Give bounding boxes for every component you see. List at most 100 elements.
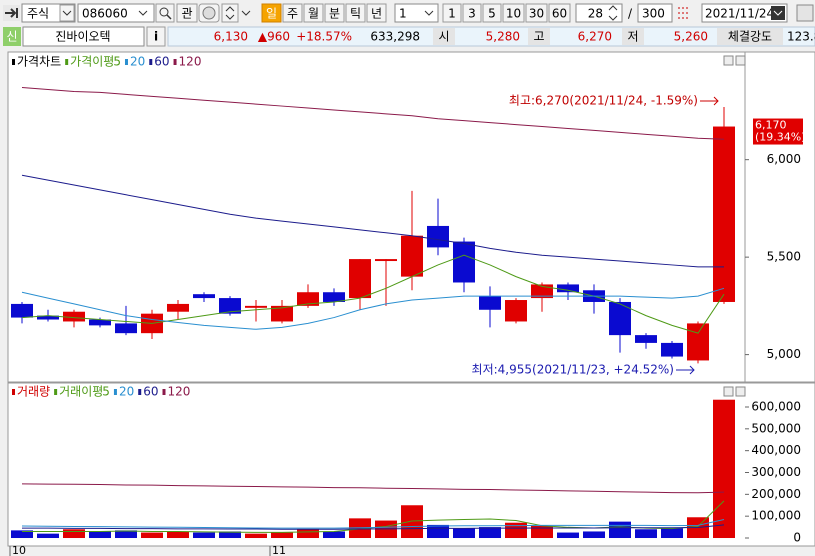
quick-button[interactable] <box>462 3 482 23</box>
period-button[interactable] <box>324 3 345 23</box>
period-button[interactable] <box>366 3 387 23</box>
period-button[interactable] <box>261 3 282 23</box>
period-button[interactable] <box>345 3 366 23</box>
more-arrow <box>241 10 251 16</box>
search-button[interactable] <box>155 3 175 23</box>
quick-button[interactable] <box>502 3 525 23</box>
legend-title: 가격차트 <box>17 55 61 69</box>
volume-bar <box>505 522 527 539</box>
y-tick-label: 100,000 <box>751 509 801 523</box>
candle-body <box>63 311 85 322</box>
legend-marker <box>124 59 128 65</box>
price: 6,130 <box>214 30 248 44</box>
panel-close[interactable] <box>735 386 746 397</box>
y-tick-label: 400,000 <box>751 443 801 457</box>
period-button[interactable] <box>303 3 324 23</box>
quick-label: 30 <box>529 7 544 21</box>
candle-body <box>609 301 631 336</box>
strength: 123.8 <box>787 30 815 44</box>
panel-close[interactable] <box>735 55 746 66</box>
volume-bar <box>89 531 111 539</box>
open-label: 시 <box>438 30 449 44</box>
dropdown-arrow <box>62 10 72 16</box>
plot: 5,000 5,500 6,000 6,170(19.34%) 최고:6,270(202… <box>9 55 806 556</box>
watch-button[interactable] <box>176 3 198 23</box>
legend-entry: 120 <box>168 385 191 399</box>
low-note: 최저:4,955(2021/11/23, +24.52%) <box>472 363 674 377</box>
candle-body <box>713 126 735 302</box>
rate: +18.57% <box>296 30 352 44</box>
info-row: 신 진바이오텍 i 6,130 ▲960 +18.57% 633,298 시 5… <box>3 26 815 47</box>
legend-ma-label: 가격이평 <box>70 55 114 69</box>
candle-body <box>661 342 683 357</box>
panel-button[interactable] <box>723 55 734 66</box>
candle-body <box>115 323 137 334</box>
info-i: i <box>154 30 158 44</box>
spinner[interactable] <box>608 5 618 21</box>
date-input[interactable] <box>701 3 788 23</box>
name-box <box>22 26 145 47</box>
quick-label: 3 <box>468 7 476 21</box>
tool-icon[interactable] <box>796 4 814 22</box>
candle-body <box>271 305 293 322</box>
volume-bar <box>37 533 59 539</box>
candle-body <box>531 284 553 299</box>
high-note: 최고:6,270(2021/11/24, -1.59%) <box>509 94 698 108</box>
candle-body <box>453 241 475 283</box>
quick-label: 10 <box>506 7 521 21</box>
quick-button[interactable] <box>548 3 571 23</box>
quote-strip <box>167 26 815 47</box>
legend-entry: 60 <box>154 55 169 69</box>
moving-average <box>21 287 725 330</box>
candle-body <box>635 335 657 343</box>
legend-entry: 60 <box>143 385 158 399</box>
low: 5,260 <box>674 30 708 44</box>
volume-bar <box>661 528 683 539</box>
date-dropdown[interactable] <box>771 6 785 20</box>
quick-button[interactable] <box>525 3 548 23</box>
period-button[interactable] <box>282 3 303 23</box>
count: 28 <box>588 7 603 21</box>
candle-body <box>349 259 371 299</box>
badge: 신 <box>6 30 17 44</box>
moving-average <box>22 524 725 530</box>
toolbar-right: 1 <box>394 3 439 23</box>
volume-bar <box>219 531 241 539</box>
count-controls: 28 / 300 2021/11/24 <box>575 3 814 23</box>
stock-name: 진바이오텍 <box>55 30 110 44</box>
quick-label: 1 <box>448 7 456 21</box>
label-cell <box>433 28 455 45</box>
round-icon <box>202 6 216 20</box>
volume-bar <box>557 532 579 539</box>
unit-select[interactable] <box>394 3 439 23</box>
volume-bar <box>479 527 501 539</box>
quick-button[interactable] <box>442 3 462 23</box>
candle-body <box>401 235 423 277</box>
moving-average <box>21 518 725 529</box>
code-input[interactable] <box>77 3 155 23</box>
toolbar: 주식 086060 관 <box>3 3 251 23</box>
legend-marker <box>65 59 69 65</box>
quick-buttons: 1 3 5 10 30 60 <box>442 3 571 23</box>
panel-button[interactable] <box>723 386 734 397</box>
info-button[interactable] <box>146 26 166 47</box>
legend-entry: 20 <box>130 55 145 69</box>
open: 5,280 <box>486 30 520 44</box>
volume-bar <box>141 532 163 539</box>
legend-marker <box>12 59 15 65</box>
unit: 1 <box>399 7 407 21</box>
legend-marker <box>138 389 142 395</box>
badge-box <box>3 27 21 46</box>
quick-label: 60 <box>552 7 567 21</box>
legend-marker <box>149 59 153 65</box>
dropdown[interactable] <box>59 4 75 22</box>
moving-average <box>21 87 725 140</box>
quick-button[interactable] <box>482 3 502 23</box>
updown-button[interactable] <box>221 3 239 23</box>
high: 6,270 <box>578 30 612 44</box>
y-tick-label: 600,000 <box>751 399 801 413</box>
total-input[interactable] <box>637 3 673 23</box>
candle-body <box>297 292 319 306</box>
